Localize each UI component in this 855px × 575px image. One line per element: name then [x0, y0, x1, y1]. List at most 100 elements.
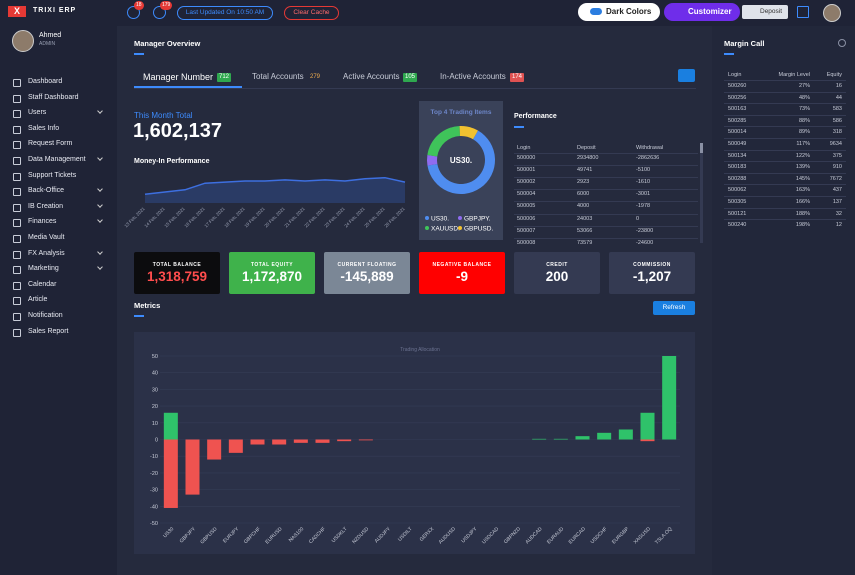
menu-item[interactable]: Article	[28, 296, 48, 304]
customizer-btn[interactable]: Customizer	[664, 3, 740, 21]
table-row-line	[724, 80, 846, 81]
menu-item[interactable]: Back-Office	[28, 187, 65, 195]
x-tick-label: 26 Feb, 2021	[383, 206, 406, 229]
table-cell: 583	[832, 106, 842, 113]
menu-item[interactable]: Sales Report	[28, 327, 69, 335]
menu-item[interactable]: Finances	[28, 218, 57, 226]
table-header: Login	[728, 72, 742, 78]
x-tick-label: TSLA.OQ	[654, 526, 674, 546]
table-header: Margin Level	[778, 72, 811, 78]
menu-item[interactable]: IB Creation	[28, 202, 64, 210]
legend-dot	[425, 226, 429, 230]
menu-item[interactable]: FX Analysis	[28, 249, 65, 257]
legend-label: XAUUSD.	[431, 226, 460, 233]
table-cell: 500121	[728, 210, 747, 217]
menu-item[interactable]: Data Management	[28, 156, 86, 163]
table-cell: 9634	[829, 141, 842, 147]
profile-avatar[interactable]	[823, 4, 841, 22]
card-value: 1,318,759	[146, 269, 208, 284]
deposit-btn[interactable]: Deposit	[742, 5, 788, 19]
menu-item[interactable]: Media Vault	[28, 234, 65, 241]
table-cell: 145%	[795, 175, 810, 182]
tab[interactable]: Manager Number	[143, 72, 214, 82]
table-cell: 12	[835, 222, 842, 229]
tab-divider	[134, 88, 696, 89]
table-header: Login	[517, 145, 531, 151]
x-tick-label: GBPCHF	[243, 526, 262, 545]
allocation-chart: Trading Allocation 50 40 30 20 10 0 -10 -20 -30 -4…	[150, 347, 680, 546]
table-cell: 73579	[577, 239, 593, 246]
menu-icon	[13, 188, 21, 197]
menu-icon	[13, 125, 21, 134]
theme-toggle[interactable]: Dark Colors	[578, 3, 660, 21]
bar	[272, 439, 287, 445]
legend-label: GBPUSD.	[464, 226, 493, 233]
table-cell: 2923	[577, 179, 590, 186]
stat-card: COMMISSION -1,207	[609, 252, 695, 294]
top-icon[interactable]	[127, 6, 140, 19]
badge: 18	[134, 1, 144, 10]
x-tick-label: CADCHF	[308, 526, 327, 545]
tab[interactable]: Active Accounts	[343, 72, 400, 81]
month-label: This Month Total	[134, 111, 193, 120]
card-value: 1,172,870	[241, 269, 303, 284]
clear-cache-btn[interactable]: Clear Cache	[284, 6, 339, 20]
menu-item[interactable]: Staff Dashboard	[28, 93, 79, 101]
line	[144, 176, 406, 195]
y-tick-label: -20	[150, 471, 158, 477]
brand-name: TRIXI ERP	[33, 7, 77, 14]
table-row-line	[724, 138, 846, 139]
menu-item[interactable]: Support Tickets	[28, 171, 77, 179]
menu-icon	[13, 219, 21, 228]
table-header: Equity	[826, 72, 842, 78]
stat-card: NEGATIVE BALANCE -9	[419, 252, 505, 294]
donut-slice	[427, 155, 438, 166]
x-tick-label: USDCAD	[481, 526, 500, 545]
table-cell: 44	[835, 94, 842, 101]
table-cell: 500062	[728, 187, 747, 194]
menu-item[interactable]: Marketing	[28, 265, 59, 273]
calendar-icon[interactable]	[797, 6, 809, 18]
menu-item[interactable]: Users	[28, 109, 47, 117]
table-cell: 500163	[728, 106, 747, 113]
table-cell: 500005	[517, 203, 536, 210]
card-label: NEGATIVE BALANCE	[432, 262, 492, 268]
table-cell: 500256	[728, 94, 747, 101]
donut-slice	[427, 126, 460, 157]
margin-title: Margin Call	[724, 39, 765, 48]
table-cell: 500183	[728, 164, 747, 171]
table-cell: -1978	[636, 203, 651, 210]
tab[interactable]: In-Active Accounts	[440, 72, 506, 81]
top-icon[interactable]	[153, 6, 166, 19]
menu-item[interactable]: Sales Info	[28, 124, 60, 132]
card-value: -145,889	[340, 269, 394, 284]
stat-card: CREDIT 200	[514, 252, 600, 294]
table-cell: 122%	[795, 152, 810, 159]
table-cell: 500006	[517, 215, 536, 222]
tab[interactable]: Total Accounts	[252, 72, 304, 81]
table-row-line	[514, 237, 698, 239]
table-cell: -3001	[636, 191, 651, 198]
legend-dot	[425, 216, 429, 220]
last-updated-btn[interactable]: Last Updated On 10:50 AM	[177, 6, 273, 20]
table-row-line	[514, 153, 698, 154]
scrollbar	[700, 143, 703, 243]
bar	[575, 436, 590, 440]
tab-refresh-btn[interactable]	[678, 69, 695, 82]
refresh-btn[interactable]: Refresh	[653, 301, 695, 315]
table-cell: 32	[835, 210, 842, 217]
menu-icon	[13, 203, 21, 212]
table-cell: 500002	[517, 179, 536, 186]
tab-count: 712	[217, 73, 232, 82]
performance-underline	[514, 126, 524, 128]
menu-item[interactable]: Dashboard	[28, 78, 63, 85]
legend-dot	[458, 226, 462, 230]
card-label: TOTAL EQUITY	[250, 262, 294, 268]
table-cell: 500285	[728, 117, 747, 124]
legend-label: US30.	[431, 216, 449, 223]
menu-icon	[13, 281, 21, 290]
menu-item[interactable]: Calendar	[28, 280, 57, 288]
menu-item[interactable]: Notification	[28, 312, 63, 319]
menu-item[interactable]: Request Form	[28, 140, 73, 148]
